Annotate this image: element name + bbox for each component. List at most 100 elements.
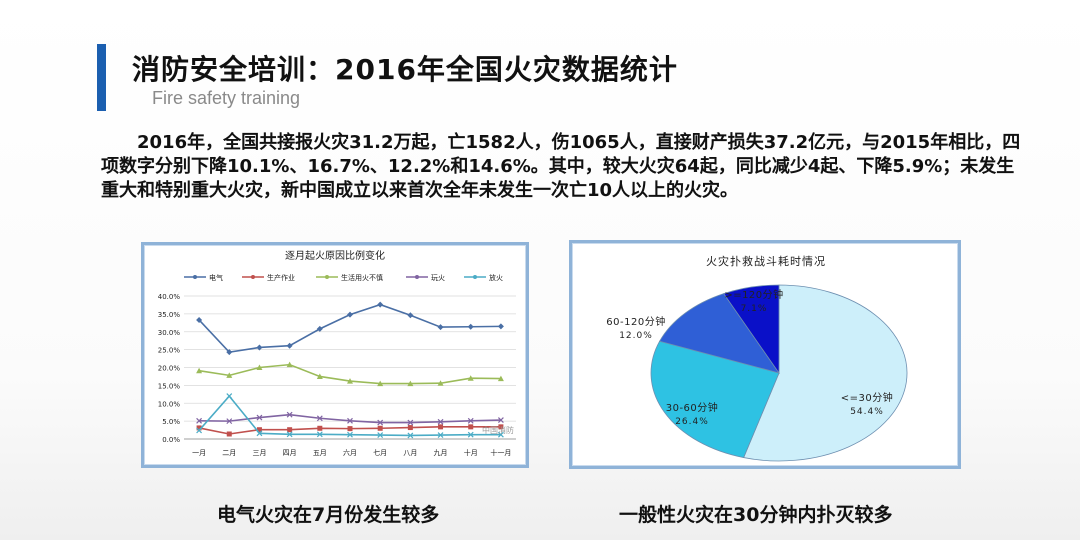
legend-label-2: 生产作业 [267,273,295,282]
data-point [226,418,233,425]
data-point [317,425,323,431]
x-tick-label: 七月 [373,448,387,457]
x-tick-label: 十一月 [490,448,511,457]
pie-slice-label-3: 60-120分钟 [606,315,665,328]
data-point [316,325,323,332]
legend-marker-4 [415,275,419,279]
data-point [196,425,202,431]
data-point [497,323,504,330]
pie-slice-value-1: 54.4% [850,407,884,417]
pie-slice-label-2: 30-60分钟 [666,401,719,414]
y-tick-label: 40.0% [158,293,181,301]
data-point [196,427,203,434]
x-tick-label: 一月 [192,449,206,457]
summary-paragraph: 2016年，全国共接报火灾31.2万起，亡1582人，伤1065人，直接财产损失… [101,132,1021,201]
data-point [407,432,414,439]
legend-label-3: 生活用火不慎 [341,273,383,282]
data-point [256,414,263,421]
data-point [196,417,203,424]
data-point [437,432,444,438]
legend-label-1: 电气 [209,273,223,282]
data-point [467,431,474,438]
data-point [256,364,263,370]
y-tick-label: 15.0% [158,382,181,390]
x-tick-label: 八月 [403,449,417,457]
data-point [256,427,262,433]
data-point [316,373,323,379]
data-point [377,380,384,387]
data-point [468,424,474,430]
pie-slice-3 [659,293,780,374]
data-point [498,424,504,430]
data-point [256,344,263,351]
data-point [407,419,414,426]
legend-marker-2 [251,275,255,279]
x-tick-label: 五月 [313,449,327,457]
line-chart-caption: 电气火灾在7月份发生较多 [217,504,440,526]
data-point [407,312,414,319]
legend-marker-3 [325,275,329,279]
x-tick-label: 十月 [464,448,478,457]
data-point [287,427,293,433]
data-point [467,417,474,424]
data-point [347,311,353,318]
pie-slice-value-4: 7.1% [741,304,768,314]
pie-slice-2 [650,340,780,459]
y-tick-label: 30.0% [158,329,181,337]
legend-label-4: 玩火 [431,274,445,282]
data-point [407,425,413,431]
data-point [347,417,353,424]
data-point [256,430,263,437]
data-point [286,411,293,418]
x-tick-label: 三月 [252,449,266,457]
data-point [377,425,383,431]
y-tick-label: 20.0% [158,365,181,373]
pie-slice-value-3: 12.0% [619,331,653,341]
data-point [286,361,293,368]
y-tick-label: 25.0% [158,347,181,355]
data-point [286,431,293,438]
pie-slice-4 [723,284,780,375]
slide-title: 消防安全培训：2016年全国火灾数据统计 [132,53,678,86]
data-point [316,415,323,422]
data-point [467,375,474,381]
data-point [497,431,504,438]
slide-subtitle: Fire safety training [152,88,301,108]
data-point [497,375,504,382]
legend-marker-5 [473,275,477,279]
data-point [347,378,353,384]
legend-label-5: 放火 [489,273,503,282]
x-tick-label: 六月 [343,448,357,457]
x-tick-label: 二月 [222,449,236,457]
pie-chart-title: 火灾扑救战斗耗时情况 [706,254,826,268]
watermark-text: 中国消防 [482,425,514,435]
data-point [377,419,384,426]
x-tick-label: 四月 [283,449,297,457]
data-point [196,367,203,374]
data-point [347,426,353,432]
pie-slice-label-4: >=120分钟 [724,288,783,301]
data-point [286,342,293,349]
data-point [437,380,444,386]
y-tick-label: 0.0% [162,436,180,444]
x-tick-label: 九月 [434,448,448,457]
legend-marker-1 [193,275,197,279]
data-point [196,316,203,323]
data-point [438,424,444,430]
data-point [226,393,233,400]
pie-chart-caption: 一般性火灾在30分钟内扑灭较多 [619,504,893,526]
pie-chart-panel: 火灾扑救战斗耗时情况 <=30分钟 54.4% 30-60分钟 26.4% 60-120分… [569,240,961,469]
data-point [497,417,504,423]
y-tick-label: 35.0% [158,311,181,319]
pie-slice-label-1: <=30分钟 [841,391,893,404]
pie-slice-1 [743,284,908,462]
data-point [226,431,232,437]
data-point [226,349,233,356]
y-tick-label: 5.0% [162,418,180,426]
line-chart-title: 逐月起火原因比例变化 [285,249,385,262]
data-point [437,418,444,425]
data-point [407,380,414,387]
title-accent-bar [97,44,106,111]
pie-slice-value-2: 26.4% [675,417,709,427]
